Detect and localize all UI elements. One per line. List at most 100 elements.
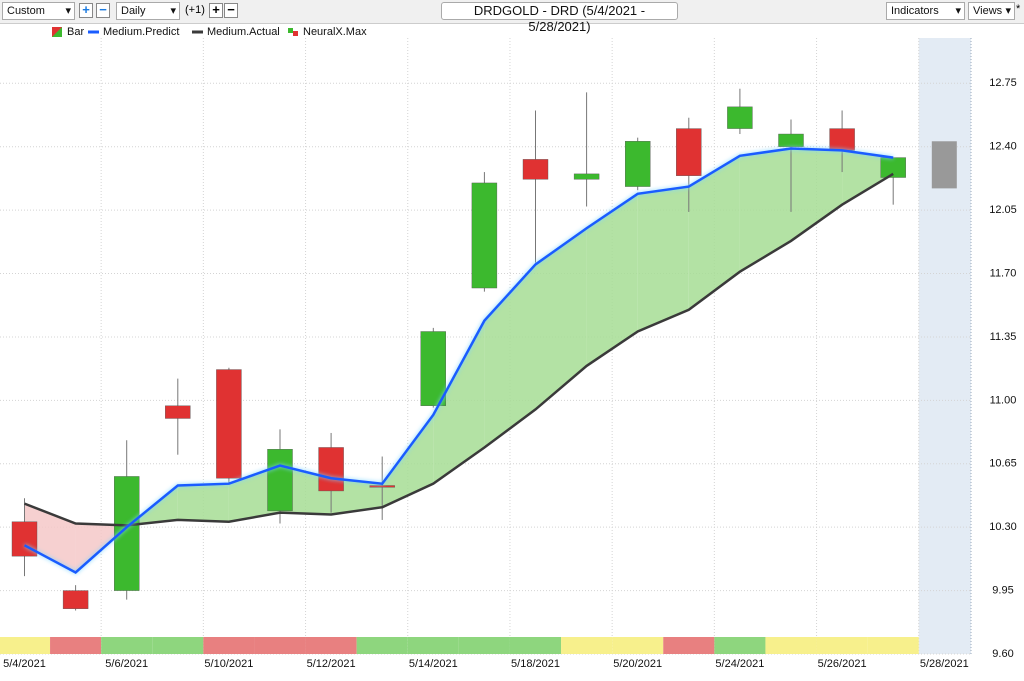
spread-fill: [382, 414, 434, 508]
spread-fill: [24, 503, 76, 573]
spread-fill: [280, 465, 332, 515]
y-tick-label: 11.00: [990, 394, 1017, 406]
forecast-region: [918, 38, 971, 654]
legend-label: Bar: [67, 26, 84, 38]
actual-line: [24, 172, 894, 527]
views: Views: [973, 5, 1003, 17]
signal-strip: [407, 637, 459, 654]
signal-strip: [50, 637, 102, 654]
x-tick-label: 5/6/2021: [105, 658, 148, 670]
y-tick-label: 12.40: [989, 141, 1017, 153]
y-tick-label: 12.05: [989, 204, 1017, 216]
y-tick-label: 9.95: [992, 584, 1013, 596]
candle-body: [216, 369, 242, 479]
indicators: Indicators: [891, 5, 939, 17]
spread-fill: [331, 478, 383, 515]
y-tick-label: 9.60: [992, 648, 1013, 660]
y-tick-label: 11.35: [990, 331, 1017, 343]
x-tick-label: 5/18/2021: [511, 658, 560, 670]
arrow: ▾: [1005, 5, 1011, 17]
symbol-select[interactable]: Custom ▾: [2, 2, 75, 20]
period: Daily: [121, 5, 146, 17]
legend-label: NeuralX.Max: [303, 26, 367, 38]
signal-strip: [458, 637, 510, 654]
pin[interactable]: *: [1016, 3, 1021, 15]
arrow: ▾: [170, 5, 176, 17]
signal-strip: [509, 637, 562, 654]
legend-icon: [288, 28, 293, 33]
x-tick-label: 5/20/2021: [613, 658, 662, 670]
candle-body: [829, 128, 855, 151]
spread-fill: [637, 186, 689, 332]
candle-body: [62, 590, 89, 609]
spread-fill: [484, 264, 536, 448]
candle-body: [113, 476, 140, 591]
signal-strip: [867, 637, 919, 654]
signal-strip: [203, 637, 255, 654]
plus-button[interactable]: +: [209, 3, 223, 18]
spread-fill: [535, 228, 587, 410]
x-tick-label: 5/4/2021: [3, 658, 46, 670]
candle-body: [267, 449, 293, 512]
signal-strip: [152, 637, 204, 654]
x-tick-label: 5/26/2021: [818, 658, 867, 670]
remove-button[interactable]: −: [96, 3, 110, 18]
predict-line: [23, 147, 894, 574]
indicators-select[interactable]: Indicators ▾: [886, 2, 965, 20]
signal-strip: [356, 637, 408, 654]
arrow: ▾: [65, 5, 71, 17]
x-tick-label: 5/12/2021: [307, 658, 356, 670]
candle-body: [420, 331, 446, 406]
spread-fill: [586, 193, 638, 366]
period-select[interactable]: Daily ▾: [116, 2, 180, 20]
spread-fill: [842, 150, 894, 205]
candle-body: [318, 447, 344, 492]
candle-body: [625, 141, 651, 187]
signal-strip: [765, 637, 817, 654]
add-button[interactable]: +: [79, 3, 93, 18]
signal-strip: [254, 637, 306, 654]
legend-label: Medium.Actual: [207, 26, 280, 38]
signal-strip: [0, 637, 51, 654]
candle-body: [727, 106, 753, 129]
legend-label: Medium.Predict: [103, 26, 179, 38]
candle-body: [165, 405, 191, 419]
candle-body: [676, 128, 702, 176]
spread-fill: [433, 320, 485, 484]
chart-title: DRDGOLD - DRD (5/4/2021 - 5/28/2021): [441, 2, 678, 34]
signal-strip: [612, 637, 664, 654]
x-tick-label: 5/24/2021: [715, 658, 764, 670]
signal-strip: [663, 637, 715, 654]
x-tick-label: 5/28/2021: [920, 658, 969, 670]
y-tick-label: 10.30: [989, 521, 1017, 533]
arrow: ▾: [955, 5, 961, 17]
spread-fill: [688, 155, 740, 310]
x-tick-label: 5/14/2021: [409, 658, 458, 670]
minus-button[interactable]: −: [224, 3, 238, 18]
legend-icon: [52, 27, 62, 37]
signal-strip: [561, 637, 613, 654]
legend-icon: [293, 31, 298, 36]
candle-body: [369, 485, 395, 488]
spread-fill: [791, 148, 843, 241]
views-select[interactable]: Views ▾: [968, 2, 1015, 20]
candle-body: [778, 133, 804, 147]
y-tick-label: 11.70: [990, 267, 1017, 279]
candle-body: [573, 173, 600, 180]
spread-fill: [177, 483, 229, 522]
forecast-body: [931, 141, 957, 189]
spread-fill: [739, 148, 791, 272]
signal-strip: [101, 637, 153, 654]
y-tick-label: 10.65: [989, 458, 1017, 470]
y-tick-label: 12.75: [989, 77, 1017, 89]
symbol-set: Custom: [7, 5, 45, 17]
signal-strip: [305, 637, 357, 654]
signal-strip: [816, 637, 868, 654]
signal-strip: [714, 637, 766, 654]
candle-body: [471, 182, 498, 289]
candle-body: [522, 159, 549, 180]
chart: 9.60 9.95 10.30 10.65 11.00 11.35 11.70 12.05 12…: [0, 26, 1017, 670]
offset: (+1): [185, 4, 205, 16]
x-tick-label: 5/10/2021: [204, 658, 253, 670]
